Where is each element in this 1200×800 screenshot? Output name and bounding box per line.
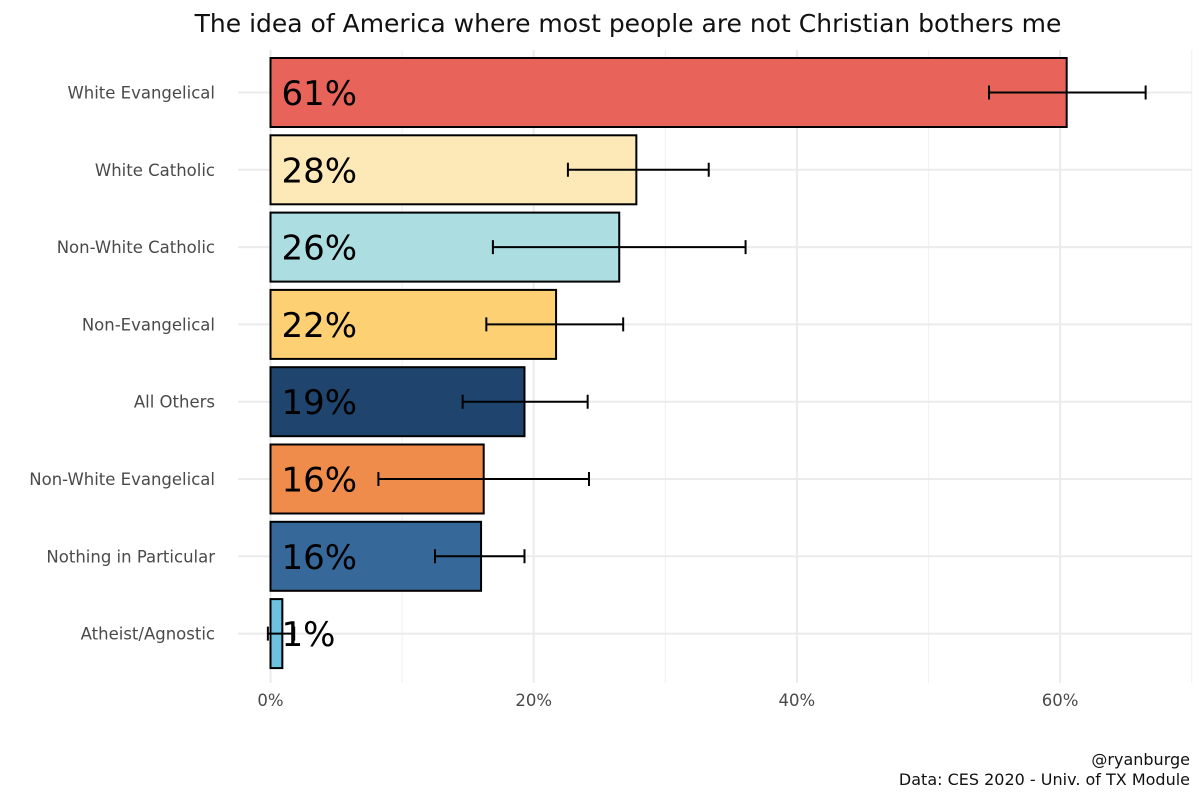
caption-handle: @ryanburge — [1091, 750, 1190, 769]
bar-value-label: 16% — [282, 538, 358, 578]
x-tick-label: 20% — [515, 691, 552, 710]
bar-labels-layer: 61% 28% 26% 22% 19% 16% 16% 1% — [282, 74, 358, 655]
category-label: Non-White Catholic — [57, 238, 215, 257]
bar-value-label: 26% — [282, 229, 358, 269]
x-tick-label: 40% — [779, 691, 816, 710]
bar-value-label: 19% — [282, 383, 358, 423]
x-tick-label: 60% — [1042, 691, 1079, 710]
category-label: Atheist/Agnostic — [81, 625, 215, 644]
bar — [269, 57, 1068, 128]
error-bars-layer — [266, 85, 1147, 641]
error-bar — [566, 162, 710, 177]
error-bar — [461, 394, 589, 409]
category-label: White Evangelical — [67, 84, 215, 103]
error-bar — [485, 317, 625, 332]
bars-layer — [269, 57, 1068, 670]
x-tick-label: 0% — [257, 691, 283, 710]
error-bar — [988, 85, 1147, 100]
error-bar — [377, 472, 590, 486]
category-label: White Catholic — [95, 161, 215, 180]
category-label: Non-White Evangelical — [29, 470, 215, 489]
axis-layer: White Evangelical White Catholic Non-White… — [29, 84, 1078, 711]
category-label: All Others — [134, 393, 215, 412]
chart-title: The idea of America where most people ar… — [194, 9, 1062, 38]
category-label: Nothing in Particular — [46, 547, 215, 566]
bar-value-label: 28% — [282, 151, 358, 191]
category-label: Non-Evangelical — [82, 315, 215, 334]
error-bar — [434, 549, 526, 564]
caption-source: Data: CES 2020 - Univ. of TX Module — [899, 770, 1190, 789]
bar-value-label: 61% — [282, 74, 358, 114]
bar-value-label: 22% — [282, 306, 358, 346]
bar-value-label: 16% — [282, 461, 358, 501]
error-bar — [266, 626, 296, 641]
error-bar — [491, 240, 747, 255]
bar-value-label: 1% — [282, 615, 336, 655]
